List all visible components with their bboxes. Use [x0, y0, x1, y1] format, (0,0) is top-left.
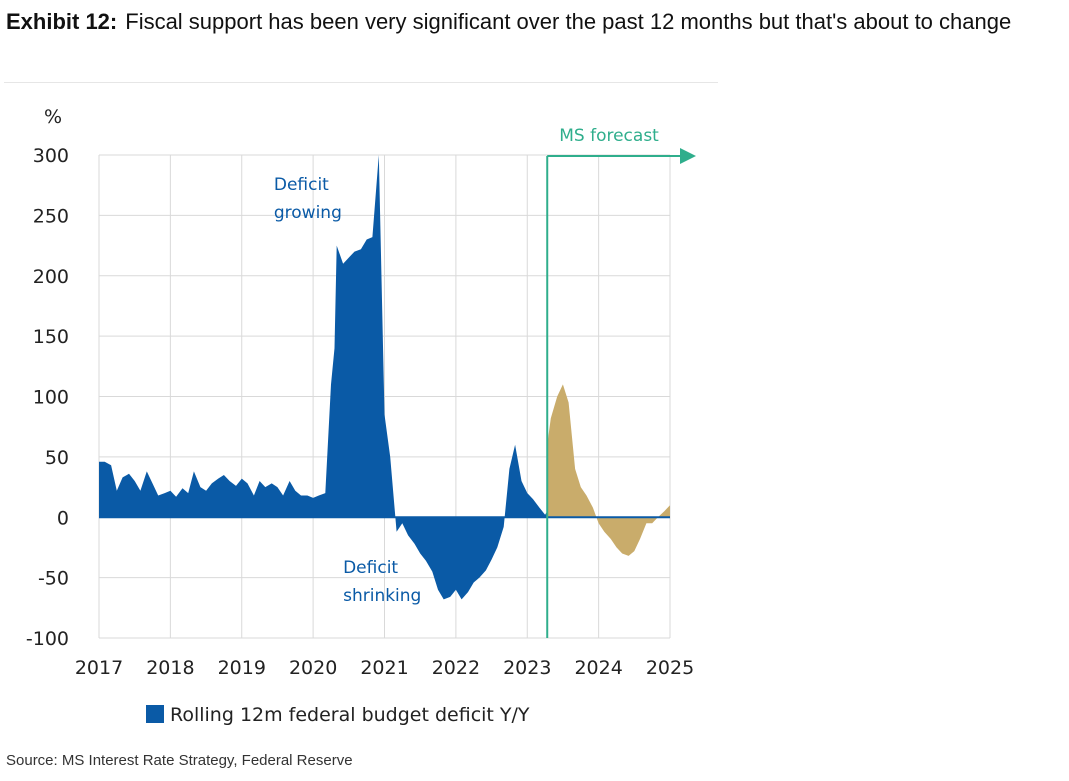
annotation-deficit-shrinking: shrinking [343, 586, 421, 606]
forecast-layer: MS forecast [546, 126, 696, 638]
annotation-deficit-shrinking: Deficit [343, 558, 398, 578]
chart: MS forecast 300 250 200 150 100 50 0 -50 -100 201… [26, 106, 696, 726]
forecast-label: MS forecast [559, 126, 659, 146]
x-tick-label: 2020 [289, 657, 337, 679]
y-tick-label: 200 [33, 266, 69, 288]
x-tick-label: 2021 [360, 657, 408, 679]
legend-swatch [146, 705, 164, 723]
annotation-layer: Deficit growing Deficit shrinking [274, 175, 421, 606]
annotation-deficit-growing: Deficit [274, 175, 329, 195]
legend-layer: Rolling 12m federal budget deficit Y/Y [146, 704, 530, 726]
exhibit-label: Exhibit 12: [6, 9, 118, 34]
forecast-deficit-area [547, 384, 670, 556]
x-tick-label: 2025 [646, 657, 694, 679]
legend-label: Rolling 12m federal budget deficit Y/Y [170, 704, 530, 726]
y-tick-label: -50 [38, 568, 69, 590]
y-tick-label: 250 [33, 205, 69, 227]
y-tick-label: 300 [33, 145, 69, 167]
x-tick-label: 2023 [503, 657, 551, 679]
y-tick-label: 100 [33, 387, 69, 409]
forecast-arrow-head [680, 148, 696, 164]
chart-panel: MS forecast 300 250 200 150 100 50 0 -50 -100 201… [4, 82, 718, 738]
y-tick-label: 0 [57, 507, 69, 529]
x-tick-label: 2017 [75, 657, 123, 679]
y-axis-unit-label: % [44, 106, 62, 128]
y-tick-label: 150 [33, 326, 69, 348]
x-tick-label: 2018 [146, 657, 194, 679]
exhibit-heading: Fiscal support has been very significant… [125, 9, 1012, 34]
actual-deficit-area [99, 155, 548, 600]
axis-layer: 300 250 200 150 100 50 0 -50 -100 2017 2018 2019 202… [26, 106, 694, 679]
y-tick-label: 50 [45, 447, 69, 469]
x-tick-label: 2024 [574, 657, 622, 679]
exhibit-title: Exhibit 12: Fiscal support has been very … [6, 6, 1066, 38]
x-tick-label: 2022 [432, 657, 480, 679]
x-tick-label: 2019 [218, 657, 266, 679]
area-layer [99, 155, 670, 600]
y-tick-label: -100 [26, 628, 69, 650]
source-note: Source: MS Interest Rate Strategy, Feder… [6, 752, 353, 769]
annotation-deficit-growing: growing [274, 203, 342, 223]
